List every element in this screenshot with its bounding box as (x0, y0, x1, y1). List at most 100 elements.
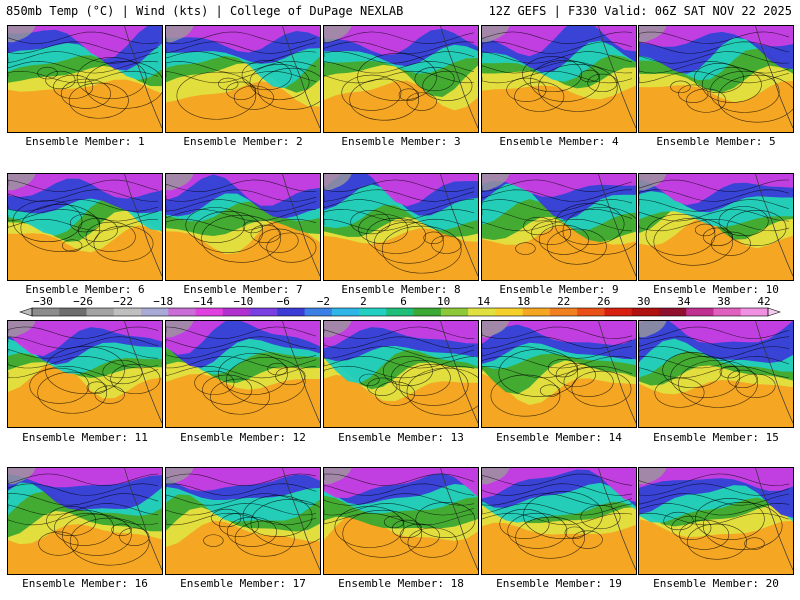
temperature-map (639, 26, 793, 132)
ensemble-map-panel (323, 467, 479, 575)
ensemble-map-panel (7, 173, 163, 281)
ensemble-member-label: Ensemble Member: 16 (22, 577, 148, 590)
colorbar-tick-label: −26 (73, 296, 93, 308)
colorbar-swatch (32, 308, 60, 316)
colorbar-tick-label: 2 (360, 296, 367, 308)
colorbar-swatch (331, 308, 360, 316)
ensemble-map-panel (7, 320, 163, 428)
ensemble-member-label: Ensemble Member: 11 (22, 431, 148, 444)
ensemble-member-label: Ensemble Member: 17 (180, 577, 306, 590)
ensemble-member-label: Ensemble Member: 18 (338, 577, 464, 590)
ensemble-map-panel (638, 467, 794, 575)
temperature-map (482, 26, 636, 132)
temperature-map (639, 468, 793, 574)
temperature-map (324, 26, 478, 132)
ensemble-map-panel (7, 25, 163, 133)
colorbar-tick-label: 14 (477, 296, 491, 308)
colorbar-swatch (440, 308, 469, 316)
ensemble-member-label: Ensemble Member: 20 (653, 577, 779, 590)
temperature-map (482, 468, 636, 574)
colorbar-tick-label: −22 (113, 296, 133, 308)
ensemble-member-label: Ensemble Member: 12 (180, 431, 306, 444)
colorbar-tick-label: 30 (637, 296, 650, 308)
ensemble-map-panel (481, 467, 637, 575)
ensemble-member-label: Ensemble Member: 7 (183, 283, 303, 296)
temperature-map (8, 174, 162, 280)
temperature-map (324, 468, 478, 574)
colorbar-tick-label: 34 (677, 296, 691, 308)
ensemble-map-panel (165, 173, 321, 281)
temperature-map (166, 468, 320, 574)
colorbar-tick-label: 18 (517, 296, 530, 308)
colorbar-left-arrow (19, 307, 33, 317)
ensemble-map-panel (165, 320, 321, 428)
colorbar-swatch (468, 308, 496, 316)
colorbar-tick-label: −10 (233, 296, 253, 308)
colorbar-swatch (59, 308, 87, 316)
ensemble-map-panel (638, 320, 794, 428)
colorbar-tick-label: −30 (33, 296, 53, 308)
ensemble-member-label: Ensemble Member: 5 (656, 135, 776, 148)
colorbar-swatch (250, 308, 278, 316)
colorbar-swatch (522, 308, 551, 316)
colorbar-tick-label: 26 (597, 296, 610, 308)
ensemble-member-label: Ensemble Member: 6 (25, 283, 145, 296)
ensemble-member-label: Ensemble Member: 3 (341, 135, 461, 148)
colorbar-tick-label: 10 (437, 296, 450, 308)
colorbar-swatch (577, 308, 605, 316)
ensemble-member-label: Ensemble Member: 19 (496, 577, 622, 590)
colorbar-tick-label: −18 (153, 296, 173, 308)
colorbar-swatch (713, 308, 742, 316)
ensemble-map-panel (481, 320, 637, 428)
colorbar-tick-label: 42 (757, 296, 770, 308)
colorbar-tick-label: 38 (717, 296, 730, 308)
ensemble-map-panel (323, 320, 479, 428)
temperature-map (166, 26, 320, 132)
colorbar-swatch (141, 308, 169, 316)
ensemble-member-label: Ensemble Member: 9 (499, 283, 619, 296)
temperature-map (8, 321, 162, 427)
colorbar-swatch (631, 308, 660, 316)
ensemble-member-label: Ensemble Member: 14 (496, 431, 622, 444)
colorbar-right-arrow (767, 307, 781, 317)
ensemble-map-panel (481, 173, 637, 281)
temperature-map (8, 468, 162, 574)
temperature-map (639, 321, 793, 427)
colorbar-tick-label: 22 (557, 296, 570, 308)
temperature-map (166, 174, 320, 280)
colorbar-tick-label: −6 (277, 296, 290, 308)
ensemble-map-panel (638, 173, 794, 281)
temperature-map (482, 174, 636, 280)
colorbar-swatch (277, 308, 305, 316)
ensemble-map-panel (323, 173, 479, 281)
colorbar-swatch (359, 308, 387, 316)
colorbar-tick-label: 6 (400, 296, 407, 308)
ensemble-map-panel (165, 467, 321, 575)
ensemble-map-panel (7, 467, 163, 575)
colorbar-swatch (604, 308, 633, 316)
colorbar-swatch (740, 308, 769, 316)
header-title-left: 850mb Temp (°C) | Wind (kts) | College o… (6, 4, 404, 18)
colorbar-swatch (113, 308, 142, 316)
colorbar-swatch (195, 308, 224, 316)
ensemble-map-panel (323, 25, 479, 133)
colorbar-swatch (658, 308, 687, 316)
colorbar-swatch (304, 308, 333, 316)
ensemble-map-panel (638, 25, 794, 133)
colorbar-swatch (222, 308, 251, 316)
ensemble-member-label: Ensemble Member: 8 (341, 283, 461, 296)
colorbar-tick-label: −2 (317, 296, 330, 308)
colorbar-swatch (168, 308, 196, 316)
ensemble-member-label: Ensemble Member: 10 (653, 283, 779, 296)
header-title-right: 12Z GEFS | F330 Valid: 06Z SAT NOV 22 20… (488, 4, 792, 18)
temperature-map (324, 174, 478, 280)
colorbar-tick-label: −14 (193, 296, 213, 308)
ensemble-member-label: Ensemble Member: 13 (338, 431, 464, 444)
ensemble-member-label: Ensemble Member: 1 (25, 135, 145, 148)
ensemble-member-label: Ensemble Member: 2 (183, 135, 303, 148)
colorbar-swatch (386, 308, 415, 316)
colorbar-swatch (549, 308, 578, 316)
ensemble-map-panel (165, 25, 321, 133)
temperature-map (166, 321, 320, 427)
temperature-colorbar: −30 −26 −22 −18 −14 −10 −6 −2 2 6 10 14 18 22 26 30 34 38… (0, 296, 800, 320)
